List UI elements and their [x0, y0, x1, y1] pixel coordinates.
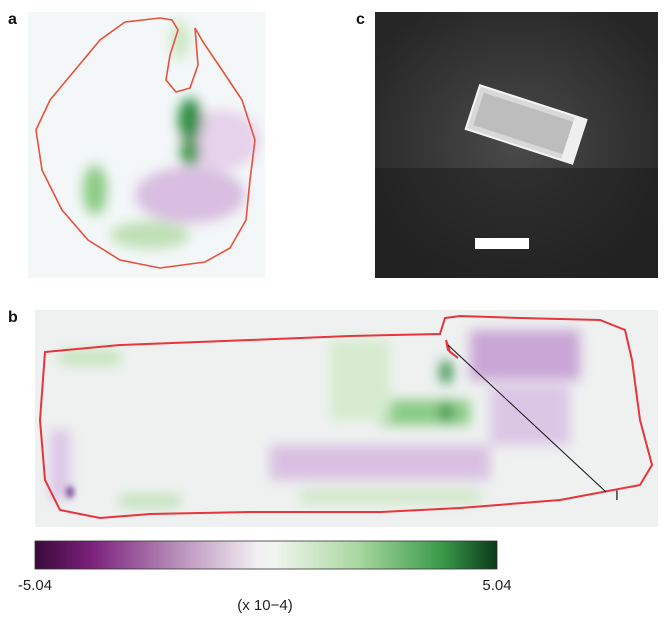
colorbar [35, 541, 497, 569]
figure-canvas: a c b I -5.04 5.04 (x 1 [0, 0, 665, 617]
colorbar-min: -5.04 [18, 577, 52, 594]
colorbar-unit: (x 10−4) [237, 597, 292, 614]
figure: a c b I -5.04 5.04 (x 1 [0, 0, 665, 617]
colorbar-max: 5.04 [482, 577, 511, 594]
panel-label: a [8, 11, 17, 28]
panel-label: c [356, 11, 365, 28]
annotation: I [615, 487, 619, 503]
sem-shadow [375, 168, 658, 278]
panel-label: b [8, 309, 18, 326]
strain-spot [66, 486, 74, 498]
scale-bar [475, 238, 529, 249]
